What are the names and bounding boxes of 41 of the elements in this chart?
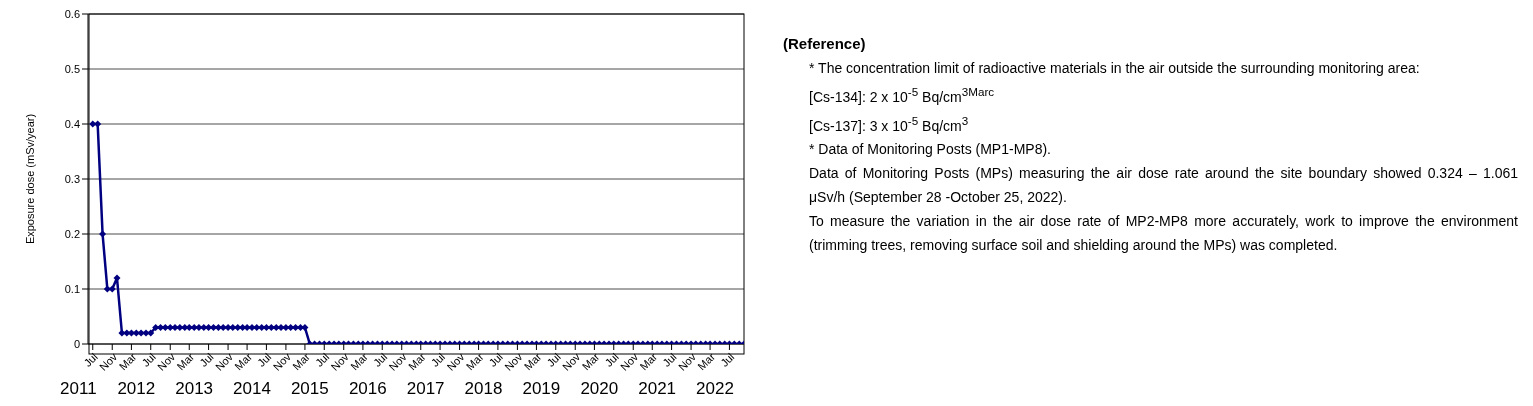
text: 2019 — [522, 379, 561, 399]
x-tick-label: Jul — [544, 350, 563, 370]
y-tick-label: 0 — [73, 337, 80, 350]
y-tick-label: 0.2 — [64, 227, 80, 240]
y-tick-label: 0.3 — [64, 172, 80, 185]
text: To measure the variation in the air dose rate of MP2-MP8 more accurately, work to improve the environment (trimming trees, removing surface soil and shielding around the MPs) was completed. — [808, 212, 1518, 256]
y-axis-title: Exposure dose (mSv/year) — [23, 113, 36, 245]
x-tick-label: Jul — [486, 350, 505, 370]
text: 2021 — [638, 379, 677, 399]
text: [Cs-137]: 3 x 10$^{-5}$ Bq/cm$^{3}$ — [808, 112, 970, 136]
y-tick-label: 0.6 — [64, 7, 80, 20]
x-tick-label: Mar — [637, 350, 660, 373]
text: Data of Monitoring Posts (MPs) measuring the air dose rate around the site boundary showed 0.324 – 1.061 μSv/h (September 28 -October 25, 2022). — [808, 164, 1518, 208]
x-tick-label: Jul — [602, 350, 621, 370]
x-tick-label: Jul — [370, 350, 390, 370]
x-tick-label: Jul — [718, 350, 737, 370]
x-tick-label: Mar — [695, 350, 718, 373]
x-tick-label: Jul — [81, 350, 100, 370]
text: 2015 — [290, 379, 329, 399]
text: 2012 — [117, 379, 156, 399]
text: 2018 — [464, 379, 503, 399]
text: 2014 — [233, 379, 271, 399]
x-tick-label: Jul — [660, 350, 679, 370]
text: (Reference) — [783, 34, 867, 54]
x-tick-label: Mar — [405, 350, 429, 373]
x-tick-label: Mar — [232, 350, 255, 373]
text: 2020 — [580, 379, 619, 399]
text: * The concentration limit of radioactive materials in the air outside the surrounding monitoring area: — [808, 59, 1421, 78]
text: [Cs-134]: 2 x 10$^{-5}$ Bq/cm$^{3Marc}$ — [808, 84, 996, 107]
text: 2011 — [60, 379, 97, 399]
x-tick-label: Mar — [174, 350, 197, 373]
x-tick-label: Jul — [197, 350, 216, 370]
y-tick-label: 0.1 — [64, 282, 80, 295]
text: 2017 — [406, 379, 445, 399]
y-tick-label: 0.5 — [64, 62, 80, 75]
y-tick-label: 0.4 — [64, 117, 80, 130]
text: 2022 — [696, 379, 734, 399]
x-tick-label: Jul — [139, 350, 158, 370]
text: 2013 — [175, 379, 214, 399]
text: * Data of Monitoring Posts (MP1-MP8). — [808, 140, 1052, 160]
text: 2016 — [348, 379, 387, 399]
